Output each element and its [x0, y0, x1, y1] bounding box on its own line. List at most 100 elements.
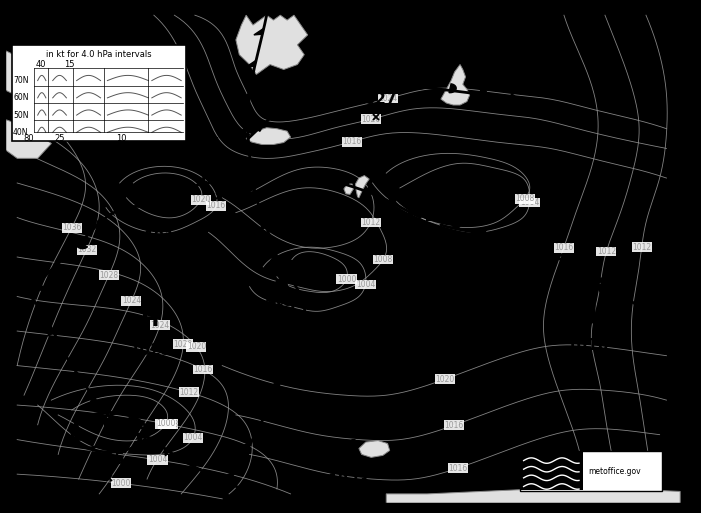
Polygon shape — [419, 80, 426, 89]
Polygon shape — [615, 291, 627, 294]
Text: 1032: 1032 — [77, 245, 96, 254]
Polygon shape — [365, 185, 374, 194]
Text: 1004: 1004 — [184, 433, 203, 442]
Polygon shape — [75, 373, 81, 382]
Polygon shape — [297, 94, 306, 102]
Text: 1020: 1020 — [174, 340, 193, 349]
Polygon shape — [573, 266, 586, 269]
Polygon shape — [341, 177, 349, 186]
Polygon shape — [34, 284, 46, 290]
Polygon shape — [286, 317, 294, 324]
Polygon shape — [449, 84, 456, 93]
Text: 1014: 1014 — [143, 230, 185, 245]
Text: 1023: 1023 — [327, 473, 370, 488]
Polygon shape — [109, 412, 118, 417]
Polygon shape — [508, 94, 516, 103]
Polygon shape — [164, 448, 169, 456]
Polygon shape — [551, 254, 564, 258]
Polygon shape — [107, 447, 116, 452]
Text: 1000: 1000 — [156, 419, 175, 428]
Polygon shape — [135, 433, 142, 441]
Polygon shape — [477, 229, 488, 233]
Text: 1008: 1008 — [159, 420, 178, 429]
Text: 80: 80 — [23, 134, 34, 143]
Polygon shape — [246, 61, 256, 67]
Text: 50N: 50N — [13, 111, 29, 120]
Polygon shape — [389, 78, 395, 88]
Polygon shape — [582, 270, 592, 276]
Circle shape — [291, 277, 301, 284]
Text: 1024: 1024 — [122, 297, 141, 305]
Text: L: L — [102, 418, 116, 438]
Polygon shape — [250, 124, 261, 131]
Polygon shape — [109, 417, 114, 426]
Polygon shape — [287, 330, 295, 337]
Polygon shape — [35, 305, 41, 314]
Polygon shape — [86, 446, 97, 450]
Circle shape — [267, 315, 277, 323]
Polygon shape — [479, 88, 486, 96]
Text: metoffice.gov: metoffice.gov — [588, 467, 641, 476]
Polygon shape — [240, 442, 252, 447]
Text: 1004: 1004 — [520, 198, 539, 207]
Polygon shape — [280, 349, 290, 355]
Polygon shape — [55, 262, 65, 269]
Text: 1016: 1016 — [449, 464, 468, 472]
Text: 60N: 60N — [13, 93, 29, 103]
Text: 1000: 1000 — [111, 479, 130, 488]
Polygon shape — [240, 92, 250, 100]
Polygon shape — [635, 304, 648, 308]
Polygon shape — [386, 488, 680, 504]
Polygon shape — [90, 413, 96, 421]
Polygon shape — [192, 466, 198, 473]
Text: 1018: 1018 — [198, 170, 240, 186]
Polygon shape — [281, 263, 290, 268]
Bar — [521, 452, 583, 490]
Text: 1012: 1012 — [179, 388, 198, 397]
Text: H: H — [141, 310, 160, 330]
Polygon shape — [655, 318, 667, 322]
Text: 1004: 1004 — [355, 280, 375, 289]
Polygon shape — [60, 351, 66, 359]
Polygon shape — [76, 242, 88, 249]
Polygon shape — [270, 381, 280, 386]
Text: 1025: 1025 — [129, 343, 172, 358]
Text: 70N: 70N — [13, 76, 29, 85]
Polygon shape — [240, 125, 248, 133]
Text: 1036: 1036 — [62, 223, 81, 232]
Polygon shape — [223, 472, 235, 477]
Polygon shape — [97, 221, 108, 228]
Text: in kt for 4.0 hPa intervals: in kt for 4.0 hPa intervals — [46, 50, 151, 59]
Text: 1016: 1016 — [342, 137, 362, 146]
Text: 1024: 1024 — [150, 321, 170, 329]
Text: 1004: 1004 — [148, 456, 167, 464]
Text: 40N: 40N — [13, 128, 29, 137]
Text: 1016: 1016 — [444, 421, 464, 430]
Text: L: L — [287, 260, 301, 280]
Text: 1003: 1003 — [273, 294, 315, 309]
Polygon shape — [256, 411, 267, 417]
Bar — [519, 451, 662, 491]
Polygon shape — [259, 221, 266, 230]
Polygon shape — [596, 315, 606, 321]
Polygon shape — [266, 298, 275, 304]
Polygon shape — [450, 224, 462, 229]
Text: 1012: 1012 — [632, 243, 651, 252]
Polygon shape — [117, 445, 124, 451]
Text: 1027: 1027 — [355, 92, 397, 107]
Polygon shape — [503, 234, 515, 239]
Polygon shape — [301, 295, 310, 301]
Polygon shape — [248, 190, 256, 198]
Text: 1024: 1024 — [379, 94, 397, 103]
Polygon shape — [344, 184, 353, 194]
Polygon shape — [441, 65, 470, 105]
Text: 10: 10 — [116, 134, 126, 143]
Bar — [12, 45, 186, 141]
Text: L: L — [212, 137, 226, 157]
Polygon shape — [408, 207, 418, 215]
Polygon shape — [316, 171, 324, 180]
Polygon shape — [594, 283, 604, 289]
Polygon shape — [528, 243, 540, 247]
Text: H: H — [578, 305, 597, 325]
Text: H: H — [339, 440, 358, 460]
